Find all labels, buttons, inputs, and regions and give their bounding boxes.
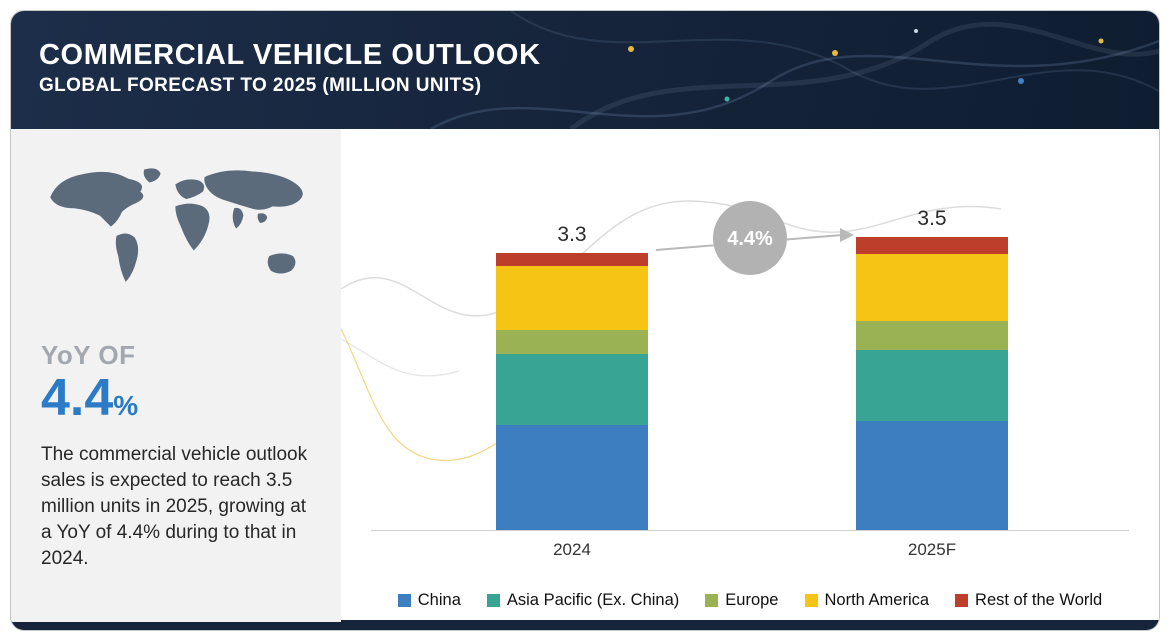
infographic-card: COMMERCIAL VEHICLE OUTLOOK GLOBAL FORECA…: [10, 10, 1160, 631]
growth-badge-label: 4.4%: [727, 228, 773, 250]
bar-stack: [856, 237, 1008, 530]
header-network-graphic: [430, 11, 1159, 129]
yoy-number: 4.4: [41, 369, 114, 427]
x-axis-label: 2025F: [907, 540, 957, 559]
bar-segment-asia-pacific-ex-china-: [496, 354, 648, 425]
summary-sidebar: YoY OF 4.4% The commercial vehicle outlo…: [11, 129, 341, 622]
bar-segment-china: [856, 421, 1008, 530]
legend-label: Asia Pacific (Ex. China): [506, 591, 680, 609]
yoy-value: 4.4%: [41, 371, 317, 426]
header-banner: COMMERCIAL VEHICLE OUTLOOK GLOBAL FORECA…: [11, 11, 1159, 129]
legend-swatch: [486, 594, 500, 607]
bar-segment-rest-of-the-world: [856, 237, 1008, 254]
growth-arrow: 4.4%: [655, 201, 854, 275]
yoy-percent-sign: %: [113, 390, 139, 421]
legend-swatch: [705, 594, 719, 607]
content-area: YoY OF 4.4% The commercial vehicle outlo…: [11, 129, 1159, 622]
legend-swatch: [804, 594, 818, 607]
chart-panel: 4.4% 3.3 3.5 2024 2025F China Asia Pacific …: [341, 129, 1159, 622]
growth-badge: [713, 201, 787, 275]
legend-swatch: [955, 594, 969, 607]
bar-segment-asia-pacific-ex-china-: [856, 350, 1008, 421]
footer-bar: [11, 620, 1159, 630]
bar-segment-rest-of-the-world: [496, 253, 648, 266]
bar-segment-north-america: [496, 266, 648, 330]
legend-label: China: [417, 591, 461, 609]
bar-stack: [496, 253, 648, 530]
x-axis: 2024 2025F: [371, 540, 1129, 566]
legend-item: Europe: [705, 591, 779, 610]
legend-swatch: [397, 594, 411, 607]
bar-2024: 3.3: [496, 191, 648, 530]
bar-2025F: 3.5: [856, 191, 1008, 530]
legend-label: Europe: [725, 591, 779, 609]
legend-item: China: [397, 591, 461, 610]
bar-chart-plot: 4.4% 3.3 3.5: [371, 191, 1129, 531]
legend-item: North America: [804, 591, 930, 610]
bar-total-label: 3.3: [557, 223, 587, 246]
bar-segment-china: [496, 425, 648, 530]
x-axis-label: 2024: [553, 540, 591, 559]
yoy-label: YoY OF: [41, 340, 136, 370]
bar-total-label: 3.5: [917, 207, 947, 230]
legend-label: Rest of the World: [975, 591, 1103, 609]
bar-segment-europe: [496, 330, 648, 354]
legend-label: North America: [824, 591, 930, 609]
page-subtitle: GLOBAL FORECAST TO 2025 (MILLION UNITS): [39, 75, 482, 96]
bar-segment-north-america: [856, 254, 1008, 321]
summary-text: The commercial vehicle outlook sales is …: [41, 443, 308, 570]
legend-item: Asia Pacific (Ex. China): [486, 591, 680, 610]
world-map: [50, 168, 303, 282]
page-title: COMMERCIAL VEHICLE OUTLOOK: [39, 39, 541, 71]
chart-legend: China Asia Pacific (Ex. China) Europe North…: [341, 591, 1159, 610]
legend-item: Rest of the World: [955, 591, 1102, 610]
bar-segment-europe: [856, 321, 1008, 350]
